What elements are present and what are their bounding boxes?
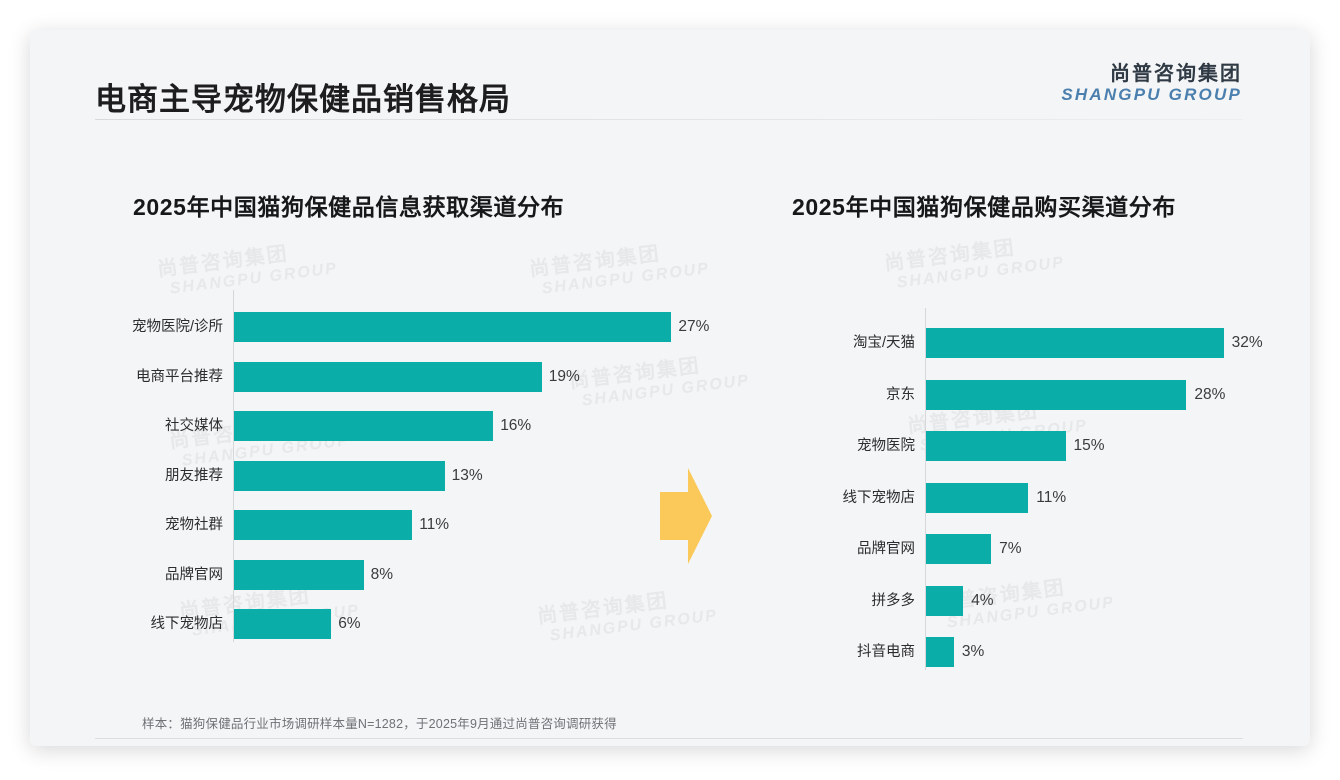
bar [926, 379, 1187, 410]
bar-value-label: 28% [1194, 385, 1226, 403]
bar-value-label: 13% [451, 466, 483, 484]
bar-category-label: 品牌官网 [857, 541, 915, 557]
bar-category-label: 线下宠物店 [842, 489, 916, 506]
bar-value-label: 7% [999, 540, 1022, 557]
bar-value-label: 16% [500, 417, 532, 434]
chart-axis-line [925, 308, 926, 670]
bar-value-label: 8% [370, 565, 393, 583]
bar [926, 431, 1066, 461]
chart-title-right: 2025年中国猫狗保健品购买渠道分布 [792, 194, 1176, 220]
bar [926, 637, 954, 667]
header: 电商主导宠物保健品销售格局 尚普咨询集团 SHANGPU GROUP [30, 30, 1310, 117]
page-title: 电商主导宠物保健品销售格局 [95, 82, 511, 117]
chart-bar-row: 宠物社群 11% [95, 510, 715, 540]
chart-bar-row: 品牌官网 8% [95, 559, 715, 590]
bar-category-label: 品牌官网 [165, 566, 223, 583]
chart-bar-row: 朋友推荐 13% [95, 460, 715, 491]
bar-value-label: 11% [419, 516, 450, 533]
chart-bar-row: 京东 28% [750, 379, 1270, 410]
bar-category-label: 抖音电商 [857, 644, 915, 660]
bar [234, 361, 542, 392]
chart-axis-line [233, 290, 234, 642]
chart-panel-info-channels: 2025年中国猫狗保健品信息获取渠道分布 宠物医院/诊所 27% 电商平台推荐 19%… [95, 130, 715, 690]
chart-bar-row: 宠物医院 15% [750, 431, 1270, 461]
brand-logo: 尚普咨询集团 SHANGPU GROUP [1061, 63, 1242, 104]
bar-category-label: 拼多多 [871, 592, 916, 609]
chart-bar-row: 抖音电商 3% [750, 637, 1270, 667]
chart-bar-row: 社交媒体 16% [95, 411, 715, 441]
bar [926, 482, 1029, 513]
bar-category-label: 朋友推荐 [165, 467, 223, 484]
bar [234, 460, 445, 491]
logo-en-text: SHANGPU GROUP [1061, 85, 1242, 105]
bar [234, 510, 413, 540]
bar [926, 585, 964, 616]
chart-bar-row: 宠物医院/诊所 27% [95, 312, 715, 342]
chart-bar-row: 淘宝/天猫 32% [750, 328, 1270, 358]
bar [926, 328, 1224, 358]
bar-category-label: 京东 [886, 386, 915, 403]
bar-value-label: 6% [338, 615, 361, 632]
bar [234, 312, 672, 342]
bar-category-label: 社交媒体 [165, 418, 223, 434]
bar-category-label: 淘宝/天猫 [852, 335, 915, 351]
header-divider [95, 119, 1243, 120]
bar-category-label: 线下宠物店 [150, 616, 224, 632]
chart-bar-row: 线下宠物店 6% [95, 609, 715, 639]
bar-category-label: 宠物社群 [165, 517, 223, 533]
bar-value-label: 4% [971, 591, 994, 609]
slide-card: 尚普咨询集团 SHANGPU GROUP 尚普咨询集团 SHANGPU GROU… [30, 30, 1310, 746]
right-arrow-icon [660, 468, 712, 564]
bar [926, 534, 992, 564]
logo-cn-text: 尚普咨询集团 [1110, 63, 1242, 85]
bar-category-label: 宠物医院 [857, 438, 915, 454]
bar-value-label: 11% [1036, 488, 1067, 506]
bar-value-label: 15% [1073, 437, 1105, 454]
bar-value-label: 19% [548, 367, 580, 385]
bar-value-label: 32% [1231, 334, 1263, 351]
bar [234, 559, 364, 590]
bar-category-label: 电商平台推荐 [136, 368, 223, 385]
chart-bar-row: 线下宠物店 11% [750, 482, 1270, 513]
chart-bar-row: 品牌官网 7% [750, 534, 1270, 564]
bar [234, 609, 332, 639]
bar-category-label: 宠物医院/诊所 [131, 319, 223, 335]
footer-divider [95, 738, 1243, 739]
chart-bar-row: 拼多多 4% [750, 585, 1270, 616]
chart-bar-row: 电商平台推荐 19% [95, 361, 715, 392]
chart-footnote: 样本：猫狗保健品行业市场调研样本量N=1282，于2025年9月通过尚普咨询调研… [142, 717, 617, 731]
bar-value-label: 3% [961, 643, 985, 660]
bar-value-label: 27% [678, 318, 710, 335]
bar [234, 411, 494, 441]
chart-title-left: 2025年中国猫狗保健品信息获取渠道分布 [133, 194, 565, 220]
chart-panel-purchase-channels: 2025年中国猫狗保健品购买渠道分布 淘宝/天猫 32% 京东 28% 宠物医院 15% 线… [750, 130, 1270, 690]
